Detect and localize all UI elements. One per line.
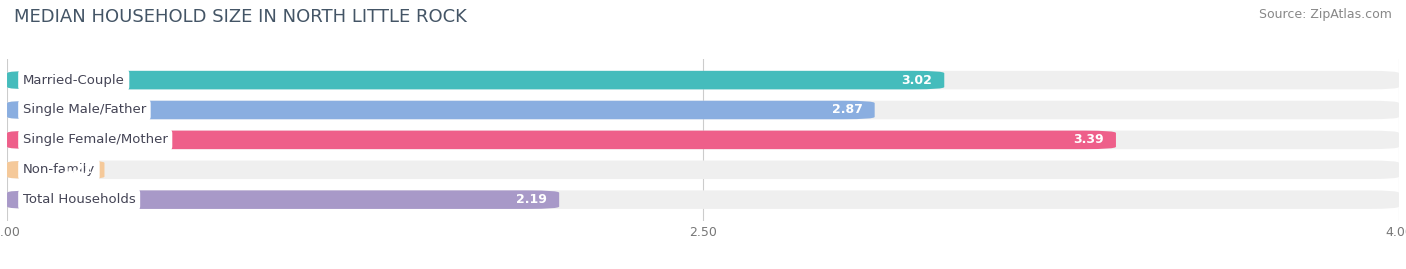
FancyBboxPatch shape	[7, 190, 560, 209]
FancyBboxPatch shape	[7, 190, 1399, 209]
Text: Non-family: Non-family	[22, 163, 96, 176]
FancyBboxPatch shape	[7, 101, 1399, 119]
Text: 3.02: 3.02	[901, 74, 932, 87]
Text: Married-Couple: Married-Couple	[22, 74, 125, 87]
Text: 2.19: 2.19	[516, 193, 547, 206]
Text: Single Male/Father: Single Male/Father	[22, 104, 146, 116]
Text: 3.39: 3.39	[1074, 133, 1104, 146]
FancyBboxPatch shape	[7, 71, 1399, 89]
Text: 1.21: 1.21	[62, 163, 93, 176]
Text: Source: ZipAtlas.com: Source: ZipAtlas.com	[1258, 8, 1392, 21]
Text: Single Female/Mother: Single Female/Mother	[22, 133, 167, 146]
FancyBboxPatch shape	[7, 161, 1399, 179]
FancyBboxPatch shape	[7, 161, 104, 179]
Text: 2.87: 2.87	[832, 104, 863, 116]
FancyBboxPatch shape	[7, 71, 945, 89]
FancyBboxPatch shape	[7, 101, 875, 119]
FancyBboxPatch shape	[7, 131, 1116, 149]
Text: Total Households: Total Households	[22, 193, 135, 206]
FancyBboxPatch shape	[7, 131, 1399, 149]
Text: MEDIAN HOUSEHOLD SIZE IN NORTH LITTLE ROCK: MEDIAN HOUSEHOLD SIZE IN NORTH LITTLE RO…	[14, 8, 467, 26]
